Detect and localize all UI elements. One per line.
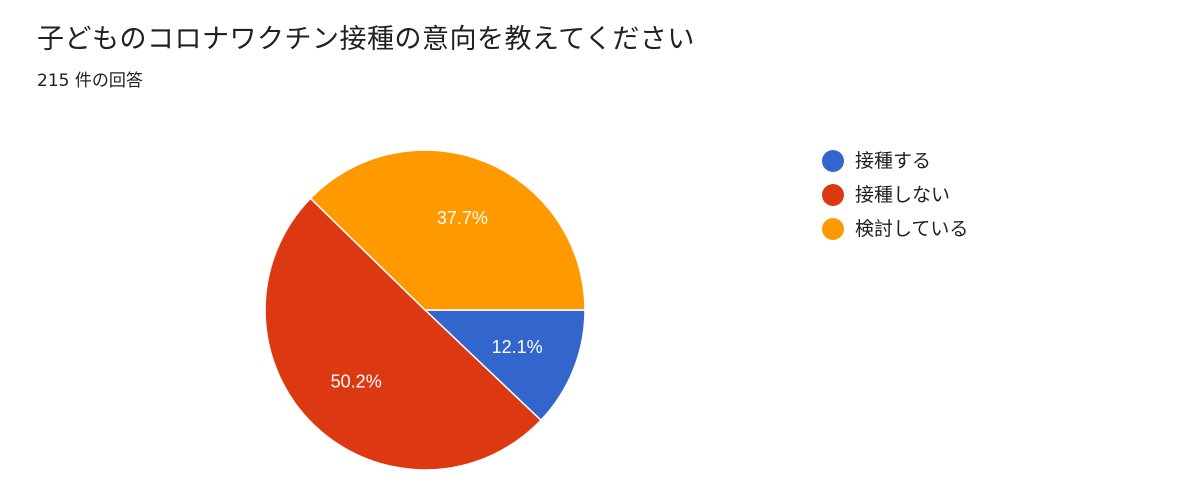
pie-label-vaccinate: 12.1% [492, 337, 543, 357]
pie-slice-considering[interactable] [309, 149, 586, 311]
legend-swatch-vaccinate [822, 150, 844, 172]
legend-swatch-not-vaccinate [822, 184, 844, 206]
pie-label-not-vaccinate: 50.2% [331, 371, 382, 391]
pie-slice-not-vaccinate[interactable] [264, 197, 543, 471]
legend-item-vaccinate[interactable]: 接種する [822, 144, 968, 178]
legend-swatch-considering [822, 218, 844, 240]
legend-label-considering: 検討している [855, 218, 969, 240]
legend-label-vaccinate: 接種する [855, 150, 932, 172]
legend-item-not-vaccinate[interactable]: 接種しない [822, 178, 968, 212]
response-count: 215 件の回答 [37, 71, 143, 91]
legend-item-considering[interactable]: 検討している [822, 212, 968, 246]
pie-slice-vaccinate[interactable] [423, 309, 586, 422]
pie-label-considering: 37.7% [437, 208, 488, 228]
legend-label-not-vaccinate: 接種しない [855, 184, 951, 206]
legend: 接種する 接種しない 検討している [822, 144, 968, 246]
chart-title: 子どものコロナワクチン接種の意向を教えてください [37, 24, 695, 55]
